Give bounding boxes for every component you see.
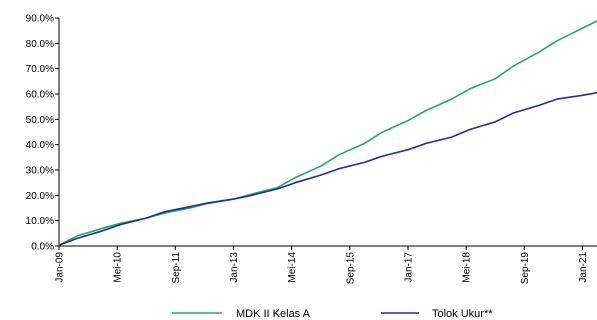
x-tick-label: Sep-15: [345, 252, 356, 285]
x-tick-label: Sep-19: [520, 252, 531, 285]
legend: MDK II Kelas A Tolok Ukur**: [172, 308, 493, 320]
y-tick-label: 20.0%: [26, 191, 54, 202]
x-tick-label: Mei-10: [113, 252, 124, 283]
x-tick-label: Jan-21: [578, 252, 589, 283]
y-tick-label: 80.0%: [26, 39, 54, 50]
series-line-1: [58, 20, 597, 246]
y-tick-label: 40.0%: [26, 140, 54, 151]
x-tick-label: Jan-13: [229, 252, 240, 283]
axes: [55, 17, 597, 250]
y-tick-label: 90.0%: [26, 14, 54, 25]
x-tick-label: Sep-11: [171, 252, 182, 284]
y-tick-label: 0.0%: [31, 242, 54, 253]
legend-label-1: MDK II Kelas A: [236, 308, 311, 320]
series-line-2: [58, 91, 597, 246]
y-tick-label: 30.0%: [26, 166, 54, 177]
x-tick-label: Jan-09: [55, 252, 66, 283]
y-tick-label: 70.0%: [26, 64, 54, 75]
x-tick-label: Mei-18: [462, 252, 473, 283]
y-tick-label: 10.0%: [26, 216, 54, 227]
x-tick-label: Mei-14: [287, 252, 298, 283]
series-lines: [58, 20, 597, 246]
y-tick-label: 50.0%: [26, 115, 54, 126]
x-axis-labels: Jan-09 Mei-10 Sep-11 Jan-13 Mei-14 Sep-15 Jan-…: [55, 252, 589, 285]
y-tick-label: 60.0%: [26, 90, 54, 101]
legend-label-2: Tolok Ukur**: [432, 308, 493, 320]
y-axis-labels: 0.0% 10.0% 20.0% 30.0% 40.0% 50.0% 60.0% 70.0% 8…: [26, 14, 54, 253]
x-tick-label: Jan-17: [403, 252, 414, 283]
